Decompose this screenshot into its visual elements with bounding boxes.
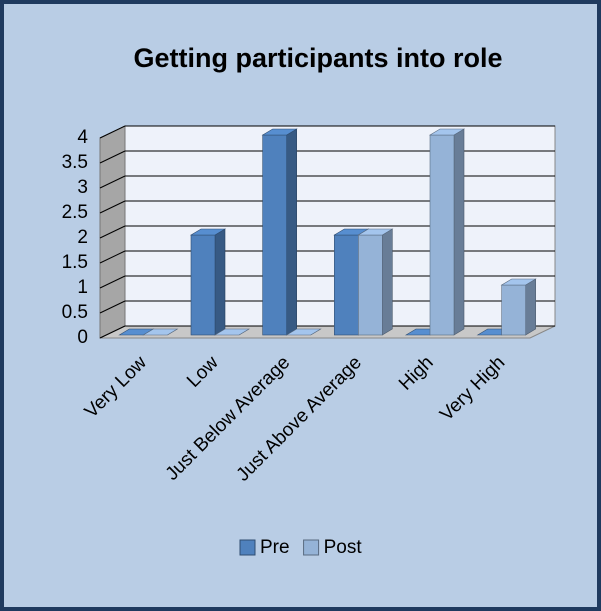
bar <box>357 228 394 336</box>
bar-front <box>262 134 287 336</box>
bar-top <box>142 328 179 336</box>
bar-side <box>453 128 465 336</box>
y-tick-label: 0.5 <box>62 302 88 323</box>
bar <box>189 228 227 336</box>
grid-line <box>99 300 126 314</box>
bar <box>142 328 179 336</box>
bar <box>500 278 537 336</box>
y-tick-label: 3.5 <box>62 152 88 173</box>
grid-line <box>99 150 126 164</box>
bar-side <box>382 228 393 336</box>
bar <box>261 128 298 336</box>
bar <box>285 328 322 336</box>
bar-top <box>428 128 466 136</box>
bar-front <box>190 234 216 336</box>
bar-top <box>261 128 298 136</box>
bar-top <box>213 328 251 336</box>
grid-line <box>99 250 126 264</box>
bar-front <box>429 134 455 336</box>
grid-line <box>99 125 126 139</box>
y-tick-label: 3 <box>77 177 88 198</box>
bar <box>213 328 251 336</box>
grid-line <box>99 200 126 214</box>
y-tick-label: 2.5 <box>62 202 88 223</box>
grid-line <box>99 275 126 289</box>
bar-front <box>334 234 359 336</box>
grid-line <box>99 225 126 239</box>
bar-top <box>500 278 537 286</box>
bar-front <box>358 234 383 336</box>
bar <box>428 128 466 336</box>
chart-title: Getting participants into role <box>133 43 502 73</box>
bar-front <box>501 284 526 336</box>
legend-swatch <box>303 539 320 556</box>
bar-top <box>357 228 394 236</box>
y-tick-label: 1.5 <box>62 252 88 273</box>
bar-side <box>286 128 297 336</box>
y-tick-label: 2 <box>77 227 88 248</box>
bar-top <box>189 228 227 236</box>
legend-label: Pre <box>260 537 290 558</box>
legend-swatch <box>239 539 256 556</box>
y-tick-label: 1 <box>77 277 88 298</box>
y-tick-label: 0 <box>77 327 88 348</box>
bar-top <box>285 328 322 336</box>
bar-side <box>525 278 536 336</box>
grid-line <box>99 325 126 339</box>
bar-side <box>214 228 226 336</box>
grid-line <box>99 175 126 189</box>
legend-label: Post <box>324 537 363 558</box>
y-tick-label: 4 <box>77 127 88 148</box>
